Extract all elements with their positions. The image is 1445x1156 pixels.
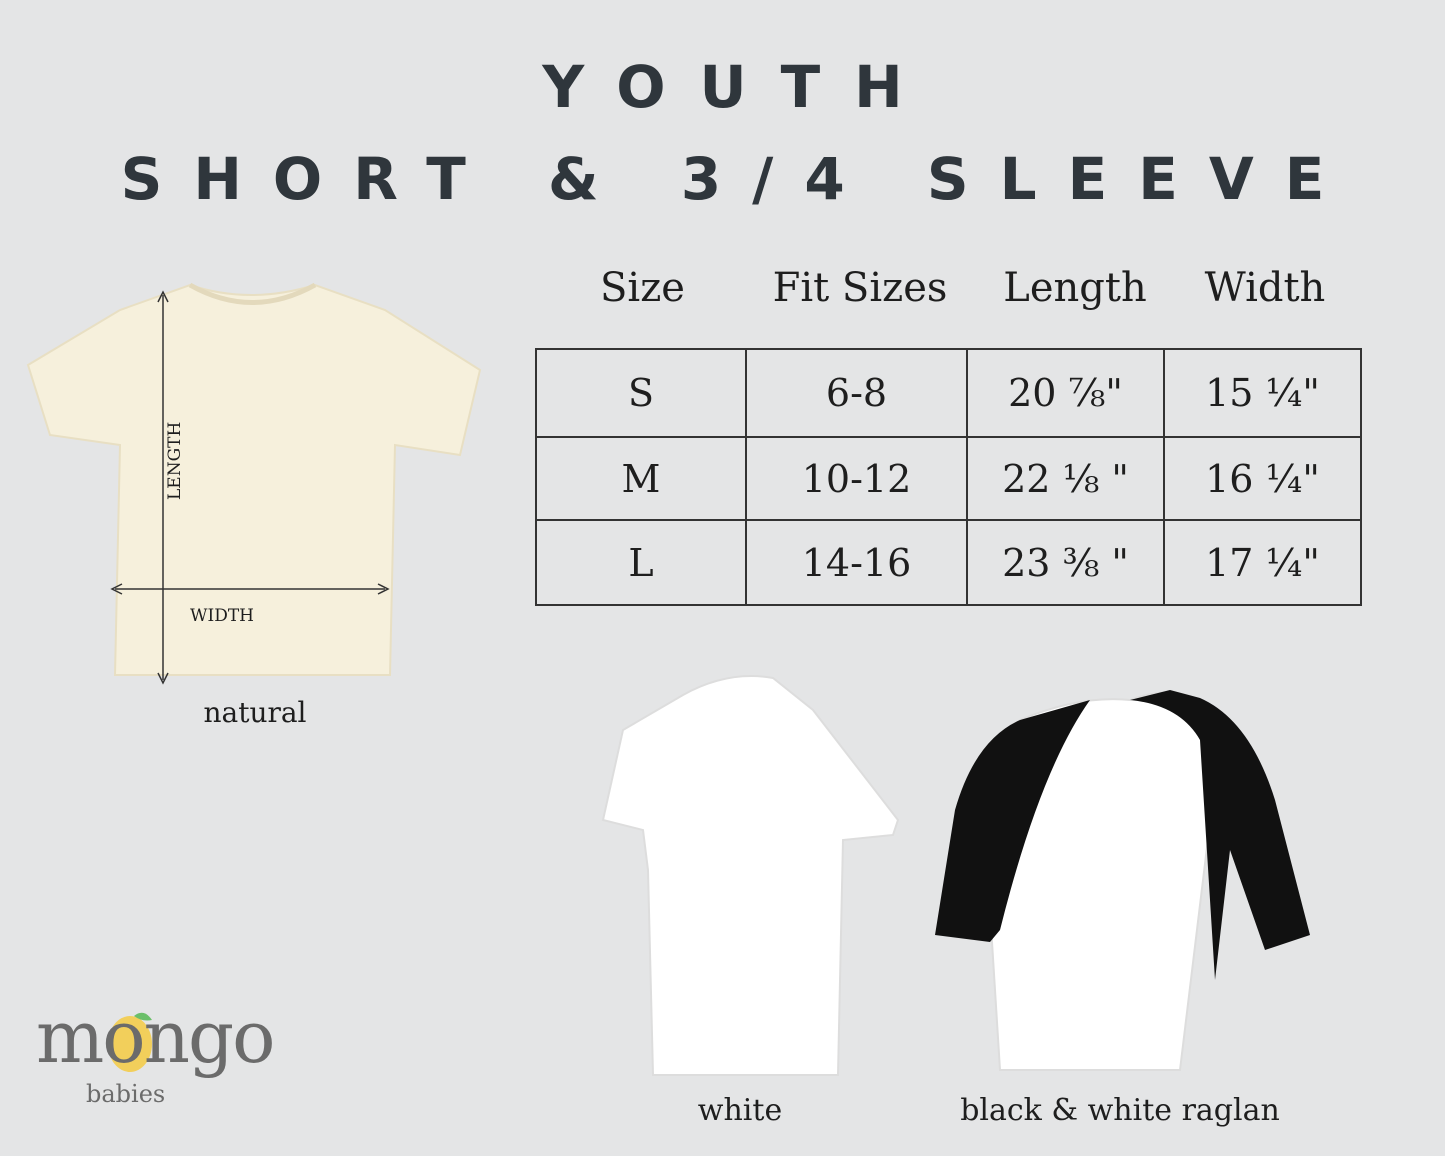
natural-label: natural [203,696,307,729]
title-line-2: SHORT & 3/4 SLEEVE [120,145,1356,213]
header-length: Length [1003,265,1147,311]
table-row: L 14-16 23 ⅜ " 17 ¼" [535,519,1362,606]
title-line-1: YOUTH [542,53,937,121]
white-tshirt-image [601,675,900,1076]
cell-width: 16 ¼" [1163,436,1362,521]
cell-length: 23 ⅜ " [966,519,1165,606]
cell-fit: 10-12 [745,436,968,521]
size-table: S 6-8 20 ⅞" 15 ¼" M 10-12 22 ⅛ " 16 ¼" L… [535,348,1362,606]
table-row: M 10-12 22 ⅛ " 16 ¼" [535,436,1362,521]
cell-length: 20 ⅞" [966,348,1165,438]
cell-size: M [535,436,747,521]
raglan-label: black & white raglan [960,1093,1280,1128]
cell-size: S [535,348,747,438]
header-width: Width [1204,265,1326,311]
cell-length: 22 ⅛ " [966,436,1165,521]
length-label: LENGTH [165,421,185,500]
natural-tshirt-image [26,282,482,685]
header-size: Size [600,265,685,311]
cell-width: 15 ¼" [1163,348,1362,438]
logo-subtext: babies [86,1080,166,1108]
white-label: white [697,1093,783,1128]
cell-width: 17 ¼" [1163,519,1362,606]
cell-size: L [535,519,747,606]
table-row: S 6-8 20 ⅞" 15 ¼" [535,348,1362,438]
header-fit-sizes: Fit Sizes [772,265,948,311]
width-label: WIDTH [190,606,254,626]
cell-fit: 14-16 [745,519,968,606]
cell-fit: 6-8 [745,348,968,438]
logo-text: mongo [36,995,275,1079]
raglan-tshirt-image [935,690,1310,1071]
mongo-babies-logo: mongo babies [36,1000,296,1116]
mango-icon [108,1012,152,1072]
